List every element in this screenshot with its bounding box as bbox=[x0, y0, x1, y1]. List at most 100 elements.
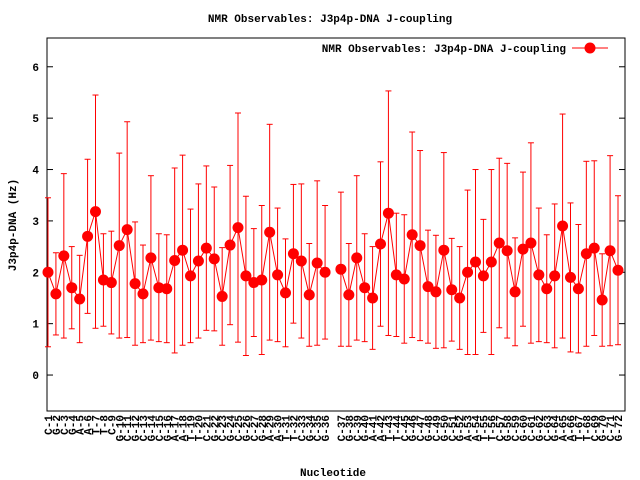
x-tick-label: G-12 bbox=[131, 415, 143, 441]
x-tick-label: A-66 bbox=[567, 415, 579, 441]
x-tick-label: T-68 bbox=[582, 415, 594, 442]
x-tick-label: G-40 bbox=[361, 415, 373, 441]
data-point bbox=[533, 269, 545, 281]
data-point bbox=[351, 252, 363, 264]
x-tick-label: C-57 bbox=[495, 415, 507, 441]
legend-marker bbox=[584, 42, 596, 54]
x-tick-label: C-27 bbox=[250, 415, 262, 441]
data-point bbox=[406, 229, 418, 241]
x-tick-label: C-3 bbox=[60, 415, 72, 435]
data-point bbox=[343, 289, 355, 301]
x-tick-label: T-43 bbox=[384, 415, 396, 442]
data-point bbox=[493, 237, 505, 249]
data-point bbox=[145, 252, 157, 264]
y-tick-label: 3 bbox=[32, 217, 39, 229]
x-tick-label: G-48 bbox=[424, 415, 436, 442]
x-tick-label: A-30 bbox=[274, 415, 286, 441]
plot-frame bbox=[46, 37, 626, 412]
x-tick-label: T-56 bbox=[487, 415, 499, 441]
data-point bbox=[557, 220, 569, 232]
data-point bbox=[311, 257, 323, 269]
data-point bbox=[177, 244, 189, 256]
x-tick-label: C-61 bbox=[527, 415, 539, 442]
x-tick-label: G-70 bbox=[598, 415, 610, 441]
x-tick-label: A-29 bbox=[266, 415, 278, 441]
x-tick-label: G-2 bbox=[52, 415, 64, 435]
data-point bbox=[216, 290, 228, 302]
data-point bbox=[470, 256, 481, 268]
data-point bbox=[580, 248, 592, 260]
x-tick-label: G-22 bbox=[210, 415, 222, 441]
x-tick-label: G-34 bbox=[305, 415, 317, 442]
x-tick-label: A-42 bbox=[377, 415, 389, 441]
data-point bbox=[113, 240, 125, 252]
x-tick-label: G-52 bbox=[456, 415, 468, 441]
chart-title: NMR Observables: J3p4p-DNA J-coupling bbox=[208, 14, 452, 26]
data-point bbox=[303, 289, 315, 301]
x-tick-label: A-41 bbox=[369, 415, 381, 442]
x-tick-label: G-72 bbox=[614, 415, 626, 441]
y-tick-label: 5 bbox=[32, 114, 39, 126]
x-tick-label: C-51 bbox=[448, 415, 460, 442]
data-point bbox=[359, 282, 371, 294]
data-point bbox=[66, 282, 78, 294]
x-tick-label: G-14 bbox=[147, 415, 159, 442]
x-tick-label: C-37 bbox=[337, 415, 349, 441]
data-point bbox=[58, 250, 70, 262]
x-tick-label: T-44 bbox=[392, 415, 404, 442]
data-point bbox=[438, 244, 450, 256]
data-point bbox=[295, 255, 307, 267]
y-tick-label: 4 bbox=[32, 166, 39, 178]
data-point bbox=[485, 256, 497, 268]
x-tick-label: A-65 bbox=[559, 415, 571, 442]
x-tick-label: G-16 bbox=[163, 415, 175, 441]
data-point bbox=[74, 293, 86, 305]
x-tick-label: G-60 bbox=[519, 415, 531, 441]
data-point bbox=[240, 270, 252, 282]
x-tick-label: C-15 bbox=[155, 415, 167, 442]
x-tick-label: T-7 bbox=[92, 415, 104, 435]
data-point bbox=[414, 240, 426, 252]
x-tick-label: T-32 bbox=[289, 415, 301, 441]
x-tick-label: T-55 bbox=[479, 415, 491, 442]
x-tick-label: A-18 bbox=[179, 415, 191, 442]
x-tick-label: A-53 bbox=[464, 415, 476, 442]
data-point bbox=[588, 242, 600, 254]
x-tick-label: A-6 bbox=[84, 415, 96, 435]
x-tick-label: C-11 bbox=[123, 415, 135, 442]
data-point bbox=[200, 242, 212, 254]
data-point bbox=[422, 281, 434, 293]
x-tick-label: G-64 bbox=[551, 415, 563, 442]
data-point bbox=[398, 273, 410, 285]
data-point bbox=[375, 238, 386, 250]
x-tick-label: G-10 bbox=[115, 415, 127, 441]
x-tick-label: G-28 bbox=[258, 415, 270, 442]
x-tick-label: C-69 bbox=[590, 415, 602, 441]
x-tick-label: C-21 bbox=[202, 415, 214, 442]
data-point bbox=[256, 274, 268, 286]
data-point bbox=[612, 264, 624, 276]
data-point bbox=[208, 253, 220, 265]
x-tick-label: A-5 bbox=[76, 415, 88, 435]
y-tick-label: 0 bbox=[32, 371, 39, 383]
data-point bbox=[319, 266, 331, 278]
x-tick-label: C-9 bbox=[107, 415, 119, 435]
x-tick-label: C-63 bbox=[543, 415, 555, 442]
x-tick-label: T-67 bbox=[574, 415, 586, 441]
y-tick-label: 2 bbox=[32, 268, 39, 280]
data-point bbox=[137, 288, 149, 300]
data-point bbox=[280, 287, 291, 299]
x-tick-label: T-8 bbox=[99, 415, 111, 435]
x-tick-label: C-35 bbox=[313, 415, 325, 442]
data-point bbox=[50, 288, 62, 300]
x-tick-label: C-23 bbox=[218, 415, 230, 442]
data-point bbox=[272, 269, 284, 281]
data-point bbox=[42, 266, 54, 278]
x-tick-label: C-25 bbox=[234, 415, 246, 442]
data-point bbox=[232, 222, 244, 234]
data-point bbox=[169, 254, 181, 266]
x-tick-label: C-39 bbox=[353, 415, 365, 441]
data-point bbox=[192, 255, 204, 267]
x-tick-label: C-1 bbox=[44, 415, 56, 435]
data-point bbox=[82, 230, 94, 242]
